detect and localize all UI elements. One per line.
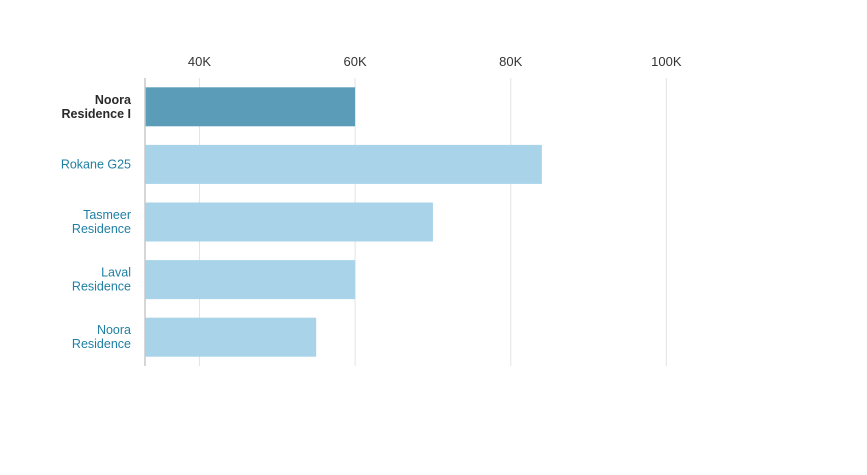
bar[interactable] xyxy=(145,202,433,242)
bars xyxy=(145,87,542,357)
category-label: Noora xyxy=(95,93,132,107)
category-label: Rokane G25 xyxy=(61,157,131,171)
x-tick-label: 80K xyxy=(499,54,522,69)
category-label: Tasmeer xyxy=(83,208,131,222)
category-label: Residence xyxy=(72,222,131,236)
bar[interactable] xyxy=(145,260,356,300)
category-label: Residence xyxy=(72,337,131,351)
x-axis-ticks: 40K 60K 80K 100K xyxy=(188,54,682,69)
x-tick-label: 100K xyxy=(651,54,682,69)
category-label: Laval xyxy=(101,266,131,280)
category-label: Residence I xyxy=(62,107,131,121)
x-tick-label: 60K xyxy=(344,54,367,69)
category-label: Residence xyxy=(72,280,131,294)
category-label: Noora xyxy=(97,323,131,337)
bar[interactable] xyxy=(145,144,542,184)
x-tick-label: 40K xyxy=(188,54,211,69)
bar[interactable] xyxy=(145,317,317,357)
bar[interactable] xyxy=(145,87,356,127)
